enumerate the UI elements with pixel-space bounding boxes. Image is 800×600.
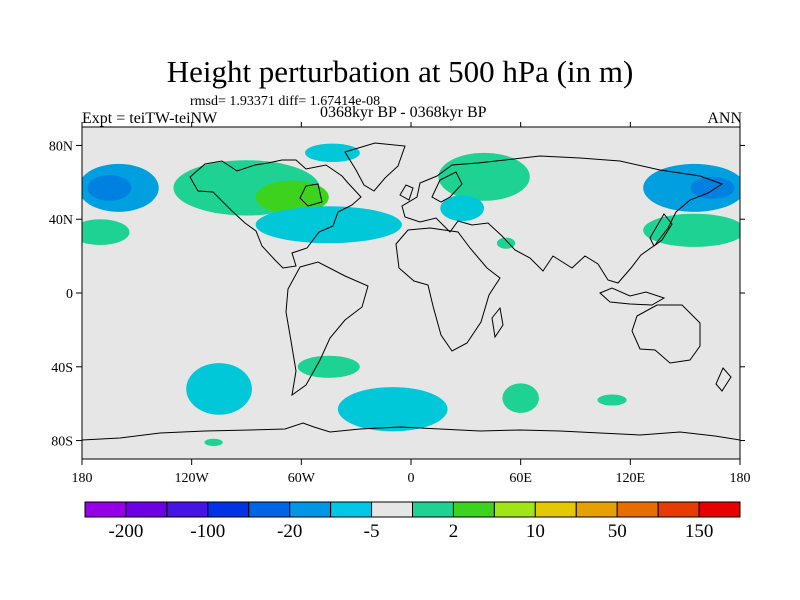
lat-tick-label: 40N (49, 213, 73, 228)
region-southern-indian-positive (502, 383, 539, 413)
coastline-new-zealand (715, 367, 732, 392)
colorbar-swatch (371, 501, 413, 518)
colorbar-swatch (248, 501, 291, 518)
region-north-pacific-east-core (87, 174, 132, 201)
colorbar-swatch (698, 501, 741, 518)
colorbar: -200 -100 -20 -5 2 10 50 150 (84, 501, 741, 542)
lon-tick-label: 180 (730, 471, 751, 486)
colorbar-swatch (166, 501, 209, 518)
region-south-atlantic-positive (297, 355, 360, 378)
coastline-hudson-bay (299, 183, 323, 207)
region-northwest-pacific-positive (643, 213, 740, 247)
region-north-atlantic-negative (255, 206, 402, 244)
experiment-label: Expt = teiTW-teiNW (82, 110, 218, 127)
lon-tick-label: 60E (509, 471, 532, 486)
coastline-australia (631, 304, 701, 364)
latitude-axis: 80N 40N 0 40S 80S (49, 139, 745, 450)
season-label: ANN (707, 110, 742, 127)
anomaly-regions (82, 143, 740, 447)
colorbar-label: -100 (190, 521, 225, 542)
region-south-atlantic-negative (337, 387, 448, 432)
coastline-madagascar (491, 306, 504, 339)
lon-tick-label: 120E (616, 471, 646, 486)
coastlines (82, 142, 740, 441)
colorbar-label: -20 (277, 521, 302, 542)
lon-tick-label: 180 (72, 471, 93, 486)
colorbar-swatch (289, 501, 332, 518)
colorbar-swatch (84, 501, 127, 518)
lon-tick-label: 0 (408, 471, 415, 486)
lon-tick-label: 120W (175, 471, 210, 486)
region-north-pacific-positive (82, 219, 130, 246)
coastline-british-isles (399, 184, 414, 201)
coastline-eurasia (401, 155, 724, 284)
colorbar-label: 10 (526, 521, 545, 542)
colorbar-swatch (452, 501, 495, 518)
lat-tick-label: 80S (51, 435, 73, 450)
colorbar-swatch (330, 501, 373, 518)
colorbar-swatch (412, 501, 454, 518)
rmsd-stats: rmsd= 1.93371 diff= 1.67414e-08 (190, 94, 381, 109)
coastline-north-america (189, 159, 362, 269)
coastline-antarctica (82, 422, 740, 441)
colorbar-label: 150 (685, 521, 714, 542)
region-south-pacific-negative (186, 363, 252, 415)
colorbar-swatch (125, 501, 168, 518)
period-label: 0368kyr BP - 0368kyr BP (320, 104, 487, 121)
region-southeast-indian-positive (597, 394, 627, 406)
chart-title: Height perturbation at 500 hPa (in m) (166, 54, 634, 89)
colorbar-label: -200 (109, 521, 144, 542)
colorbar-swatch (207, 501, 250, 518)
region-siberia-positive (438, 152, 530, 201)
coastline-africa (395, 227, 501, 352)
coastline-maritime-continent (599, 287, 666, 306)
colorbar-swatch (493, 501, 536, 518)
region-antarctic-positive (204, 438, 223, 447)
coastline-japan (649, 213, 673, 247)
coastline-scandinavia (431, 171, 463, 203)
colorbar-swatch (657, 501, 700, 518)
coastline-south-america (285, 261, 369, 397)
lat-tick-label: 80N (49, 139, 73, 154)
colorbar-swatch (616, 501, 659, 518)
colorbar-label: 50 (608, 521, 627, 542)
colorbar-swatch (575, 501, 618, 518)
lat-tick-label: 40S (51, 361, 73, 376)
colorbar-label: 2 (449, 521, 459, 542)
region-europe-negative (440, 195, 485, 222)
lon-tick-label: 60W (288, 471, 316, 486)
colorbar-label: -5 (364, 521, 380, 542)
lat-tick-label: 0 (66, 287, 73, 302)
region-greenland-negative (304, 143, 360, 163)
colorbar-swatch (534, 501, 577, 518)
longitude-axis: 180 120W 60W 0 60E 120E 180 (72, 122, 751, 486)
coastline-greenland (344, 142, 406, 192)
region-east-asia-negative-core (690, 176, 735, 199)
